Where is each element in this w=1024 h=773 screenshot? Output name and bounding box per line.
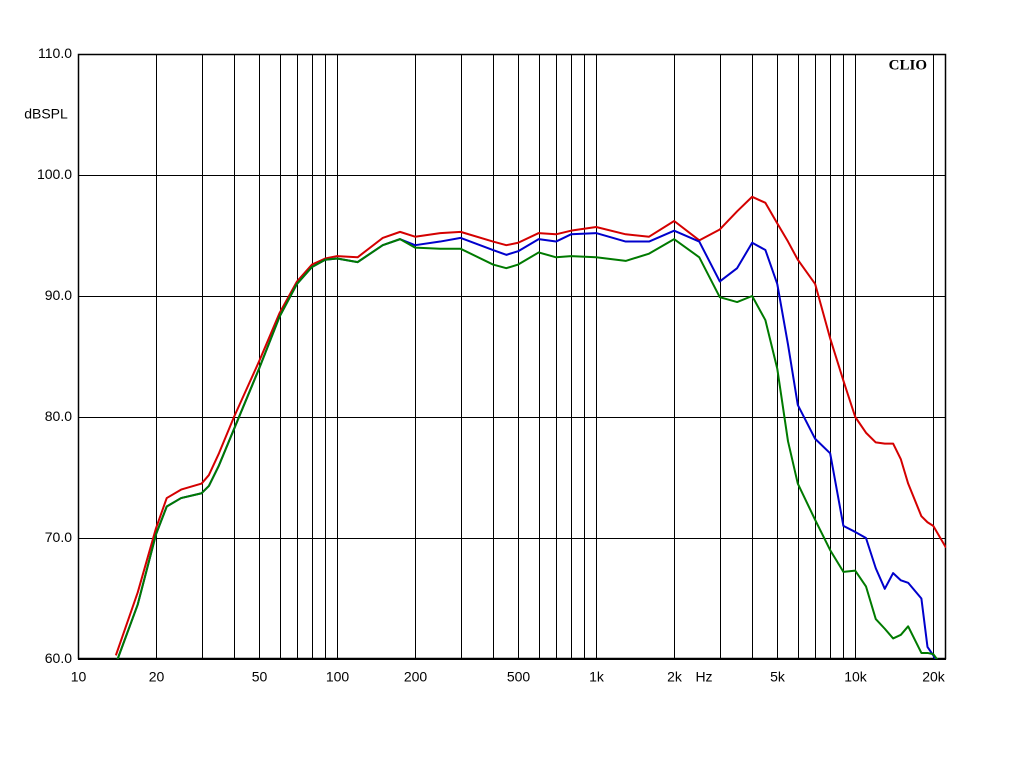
y-tick-label: 70.0 [45,529,72,545]
x-tick-label: 100 [326,669,350,685]
y-tick-label: 60.0 [45,650,72,666]
y-tick-label: 90.0 [45,287,72,303]
x-tick-label: 20k [922,669,946,685]
x-axis-unit: Hz [695,669,712,685]
x-tick-label: 1k [589,669,605,685]
y-tick-label: 110.0 [38,45,72,61]
y-axis-label: dBSPL [24,106,68,122]
x-tick-label: 200 [404,669,428,685]
watermark: CLIO [889,57,927,73]
plot-area [114,195,946,659]
x-tick-label: 50 [252,669,268,685]
x-tick-label: 20 [149,669,165,685]
y-tick-label: 80.0 [45,408,72,424]
data-line [116,238,939,659]
data-line [114,195,946,656]
x-tick-label: 10 [71,669,87,685]
plot-frame [77,53,947,660]
x-tick-label: 2k [667,669,683,685]
x-tick-label: 5k [770,669,786,685]
x-tick-label: 500 [507,669,531,685]
y-tick-label: 100.0 [37,166,72,182]
x-tick-label: 10k [844,669,868,685]
